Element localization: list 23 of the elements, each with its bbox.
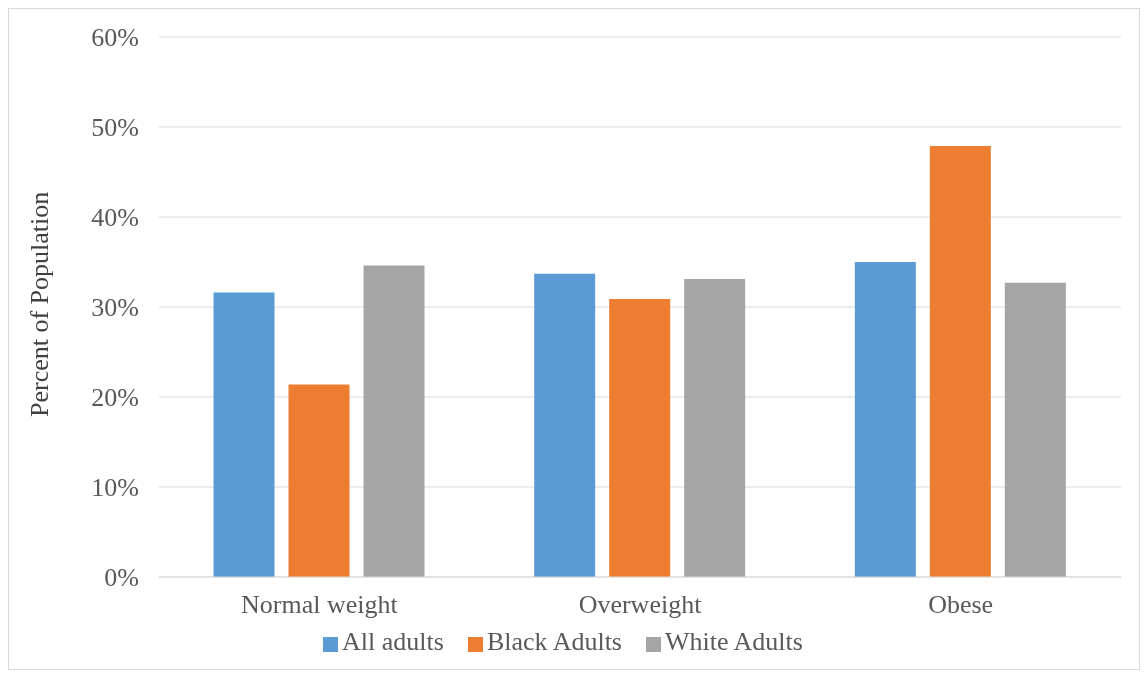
legend-label: Black Adults xyxy=(486,627,622,656)
x-tick-label: Overweight xyxy=(578,590,703,620)
bar xyxy=(363,265,425,577)
y-tick-label: 30% xyxy=(91,293,139,323)
y-tick-label: 60% xyxy=(91,23,139,53)
y-tick-label: 20% xyxy=(91,383,139,413)
y-tick-label: 10% xyxy=(91,473,139,503)
x-tick-label: Obese xyxy=(928,590,994,620)
y-tick-label: 0% xyxy=(104,563,139,593)
y-tick-label: 40% xyxy=(91,203,139,233)
legend-label: All adults xyxy=(342,627,444,656)
bar xyxy=(929,145,991,577)
bar xyxy=(534,273,596,577)
bar xyxy=(213,292,275,577)
bar xyxy=(288,384,350,577)
x-tick-label: Normal weight xyxy=(240,590,399,620)
legend-label: White Adults xyxy=(664,627,803,656)
bar xyxy=(854,262,916,577)
bar xyxy=(609,298,671,577)
y-tick-label: 50% xyxy=(91,113,139,143)
y-axis-title: Percent of Population xyxy=(25,191,55,417)
bar xyxy=(684,279,746,577)
bar xyxy=(1004,282,1066,577)
